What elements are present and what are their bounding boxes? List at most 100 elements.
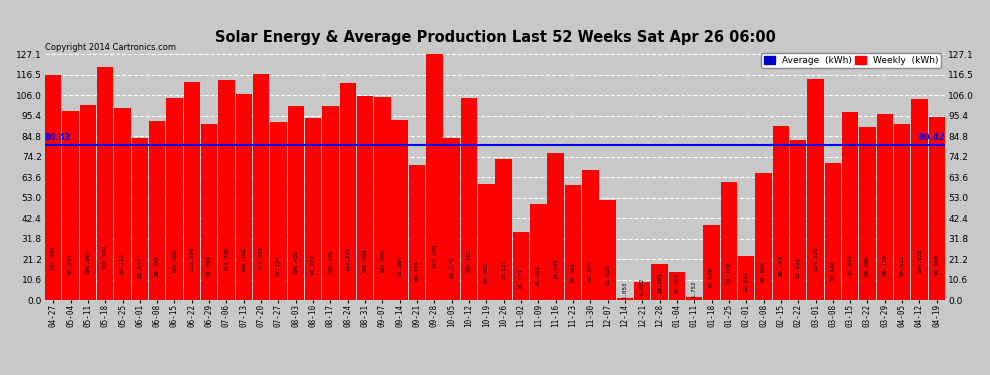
Text: 35.137: 35.137 (519, 268, 524, 289)
Text: 100.664: 100.664 (85, 249, 90, 274)
Bar (305, 118, 322, 300)
Text: 114.528: 114.528 (813, 246, 818, 270)
Bar (97, 67, 114, 300)
Bar (772, 126, 789, 300)
Text: 14.364: 14.364 (674, 273, 679, 294)
Text: 9.092: 9.092 (640, 278, 644, 295)
Text: 112.900: 112.900 (189, 246, 194, 271)
Bar (148, 121, 165, 300)
Bar (755, 172, 772, 300)
Text: 105.609: 105.609 (362, 248, 367, 273)
Bar (859, 127, 876, 300)
Text: 73.137: 73.137 (501, 259, 506, 280)
Text: 116.526: 116.526 (50, 246, 55, 270)
Bar (721, 182, 738, 300)
Text: 113.790: 113.790 (224, 246, 229, 271)
Text: 120.582: 120.582 (103, 244, 108, 269)
Bar (79, 105, 96, 300)
Text: 112.301: 112.301 (346, 246, 350, 271)
Bar (842, 112, 858, 300)
Bar (166, 98, 183, 300)
Bar (530, 204, 546, 300)
Bar (132, 138, 148, 300)
Bar (668, 272, 685, 300)
Bar (322, 106, 339, 300)
Bar (460, 99, 477, 300)
Bar (62, 111, 79, 300)
Text: 90.104: 90.104 (778, 255, 783, 276)
Bar (929, 117, 945, 300)
Text: 106.468: 106.468 (242, 248, 247, 272)
Bar (911, 99, 928, 300)
Text: 94.222: 94.222 (311, 254, 316, 275)
Bar (374, 97, 391, 300)
Bar (564, 185, 581, 300)
Bar (201, 124, 218, 300)
Text: 104.283: 104.283 (466, 248, 471, 273)
Text: 94.650: 94.650 (935, 254, 940, 275)
Text: 65.964: 65.964 (761, 261, 766, 282)
Bar (876, 114, 893, 300)
Bar (703, 225, 720, 300)
Text: Copyright 2014 Cartronics.com: Copyright 2014 Cartronics.com (45, 43, 175, 52)
Text: 100.436: 100.436 (293, 249, 298, 274)
Bar (270, 122, 287, 300)
Text: 49.463: 49.463 (536, 265, 541, 286)
Bar (340, 83, 356, 300)
Bar (807, 79, 824, 300)
Bar (287, 106, 304, 300)
Bar (45, 75, 61, 300)
Bar (409, 165, 426, 300)
Bar (444, 138, 460, 300)
Text: 91.290: 91.290 (207, 255, 212, 276)
Text: 38.620: 38.620 (709, 267, 714, 288)
Text: 99.112: 99.112 (120, 253, 125, 274)
Text: 92.224: 92.224 (276, 255, 281, 276)
Bar (513, 232, 530, 300)
Text: 18.885: 18.885 (657, 272, 662, 293)
Text: 104.406: 104.406 (172, 248, 177, 273)
Bar (547, 153, 564, 300)
Bar (582, 170, 599, 300)
Text: 82.856: 82.856 (796, 257, 801, 278)
Bar (183, 82, 200, 300)
Bar (617, 298, 634, 300)
Title: Solar Energy & Average Production Last 52 Weeks Sat Apr 26 06:00: Solar Energy & Average Production Last 5… (215, 30, 775, 45)
Bar (218, 80, 235, 300)
Text: 1.752: 1.752 (692, 281, 697, 298)
Text: 59.302: 59.302 (570, 262, 575, 284)
Text: 1.053: 1.053 (623, 282, 628, 299)
Bar (356, 96, 373, 300)
Text: 51.820: 51.820 (605, 264, 610, 285)
Text: 96.120: 96.120 (882, 254, 887, 275)
Text: 83.644: 83.644 (138, 257, 143, 278)
Text: 75.968: 75.968 (553, 258, 558, 279)
Text: 80.42: 80.42 (919, 133, 945, 142)
Text: 70.840: 70.840 (831, 260, 836, 280)
Text: 90.912: 90.912 (900, 255, 905, 276)
Text: 97.614: 97.614 (68, 254, 73, 274)
Bar (114, 108, 131, 300)
Text: 100.576: 100.576 (328, 249, 333, 274)
Bar (236, 94, 252, 300)
Text: 80.42: 80.42 (45, 133, 71, 142)
Bar (686, 297, 703, 300)
Text: 117.092: 117.092 (258, 246, 263, 270)
Text: 22.832: 22.832 (743, 271, 748, 292)
Text: 83.579: 83.579 (449, 257, 454, 278)
Legend: Average  (kWh), Weekly  (kWh): Average (kWh), Weekly (kWh) (761, 53, 940, 68)
Bar (426, 54, 443, 300)
Bar (634, 282, 650, 300)
Text: 127.140: 127.140 (432, 243, 437, 268)
Text: 69.724: 69.724 (415, 260, 420, 281)
Bar (391, 120, 408, 300)
Text: 97.302: 97.302 (847, 254, 852, 274)
Text: 92.546: 92.546 (154, 255, 159, 276)
Text: 89.596: 89.596 (865, 255, 870, 276)
Bar (894, 124, 911, 300)
Bar (478, 184, 495, 300)
Text: 104.028: 104.028 (917, 249, 922, 273)
Text: 60.093: 60.093 (484, 262, 489, 283)
Bar (599, 200, 616, 300)
Bar (790, 140, 807, 300)
